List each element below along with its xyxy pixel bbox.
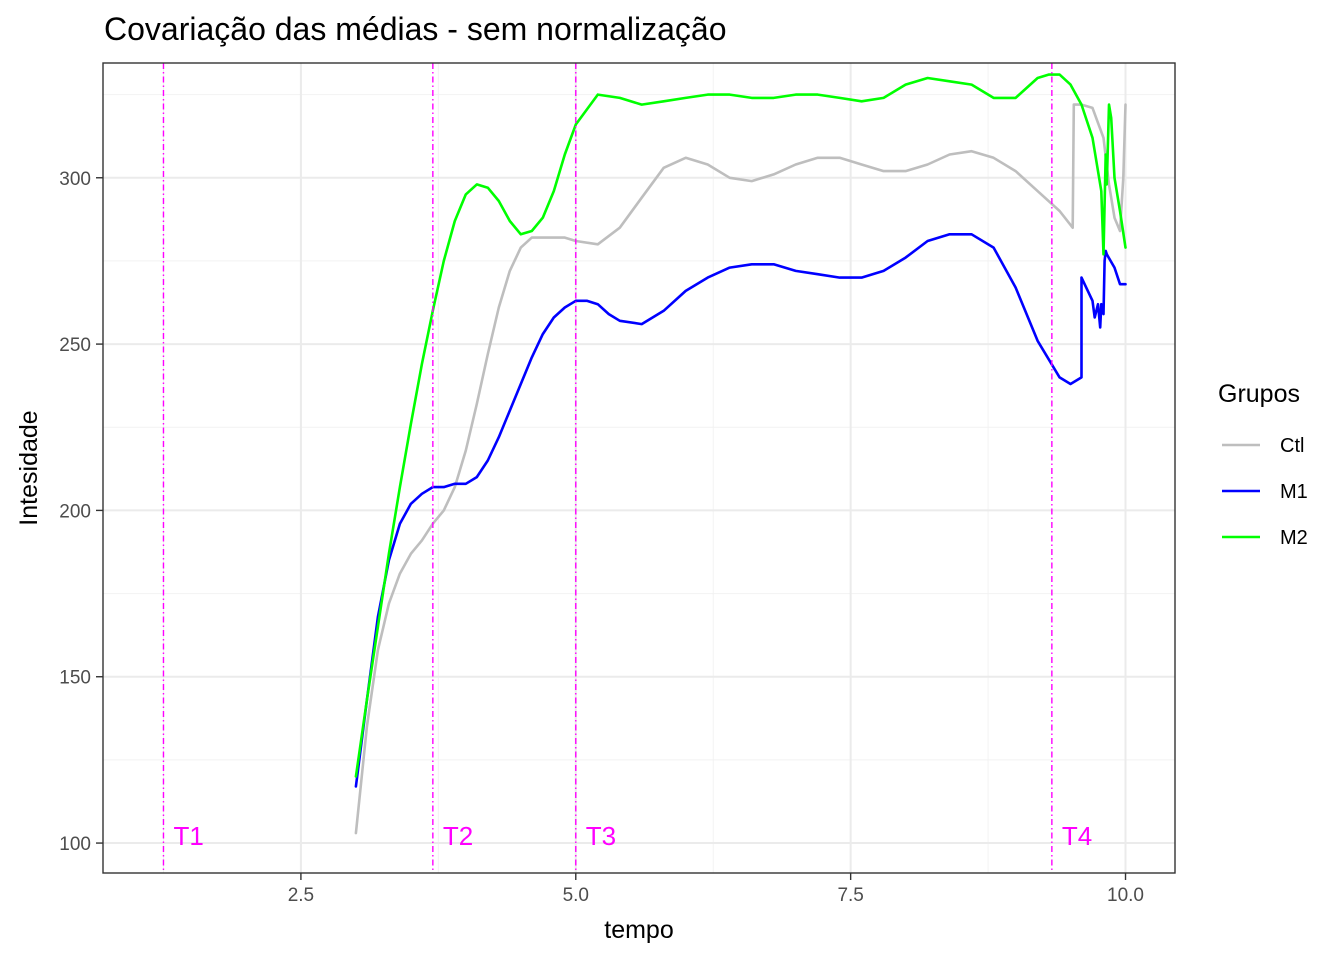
x-tick-label: 7.5: [837, 885, 863, 906]
vline-label-t1: T1: [173, 821, 203, 851]
legend-label-m1: M1: [1280, 481, 1308, 503]
y-tick-label: 300: [59, 169, 91, 190]
legend-label-ctl: Ctl: [1280, 435, 1304, 457]
x-tick-label: 10.0: [1107, 885, 1144, 906]
grid-minor: [103, 63, 1175, 873]
plot-border: [102, 62, 1176, 874]
series-line-ctl: [354, 103, 1127, 835]
plot-panel: [103, 63, 1175, 873]
legend-label-m2: M2: [1280, 527, 1308, 549]
vline-label-t4: T4: [1062, 821, 1092, 851]
vline-label-t2: T2: [443, 821, 473, 851]
y-tick-label: 250: [59, 335, 91, 356]
y-tick-label: 100: [59, 834, 91, 855]
series-line-m1: [354, 233, 1127, 788]
series-line-m2: [354, 73, 1127, 778]
y-axis-title: Intesidade: [15, 410, 43, 525]
series-layer: [354, 73, 1127, 835]
reference-lines: T1 T2 T3 T4: [162, 63, 1092, 873]
x-axis: 2.5 5.0 7.5 10.0: [288, 873, 1144, 906]
x-tick-label: 2.5: [288, 885, 314, 906]
chart-title: Covariação das médias - sem normalização: [104, 11, 726, 47]
y-axis: 100 150 200 250 300: [59, 169, 103, 855]
vline-label-t3: T3: [586, 821, 616, 851]
legend: Grupos Ctl M1 M2: [1218, 380, 1308, 549]
legend-title: Grupos: [1218, 380, 1300, 408]
x-axis-title: tempo: [604, 916, 673, 944]
y-tick-label: 200: [59, 501, 91, 522]
x-tick-label: 5.0: [563, 885, 589, 906]
y-tick-label: 150: [59, 668, 91, 689]
